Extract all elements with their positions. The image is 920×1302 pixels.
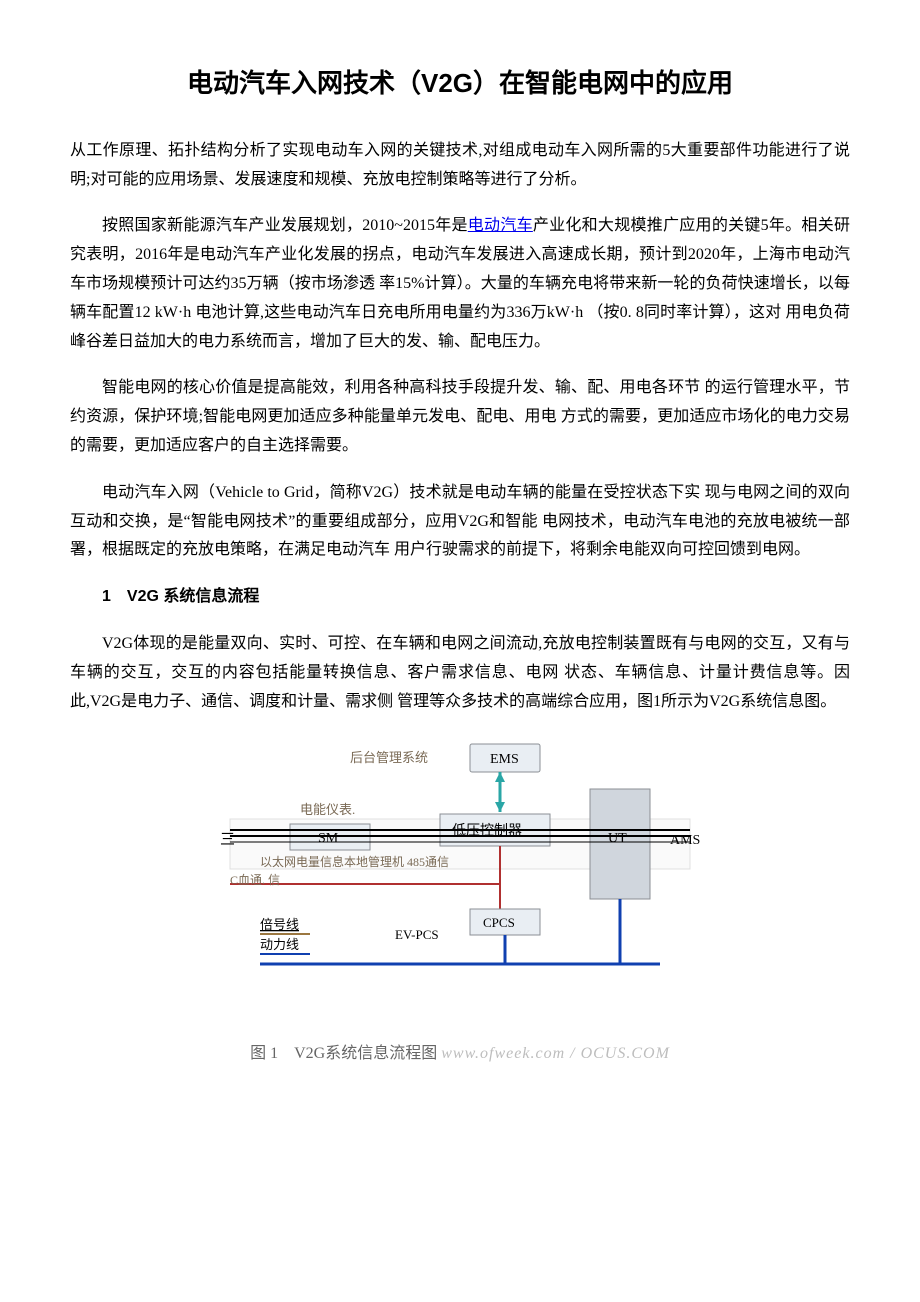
paragraph-2: 智能电网的核心价值是提高能效，利用各种高科技手段提升发、输、配、用电各环节 的运… [70, 374, 850, 460]
legend-signal: 倍号线 [260, 917, 299, 932]
evpcs-text: EV-PCS [395, 927, 439, 942]
arrow-down-icon [495, 802, 505, 812]
legend-power: 动力线 [260, 937, 299, 952]
para1-b: 产业化和大规模推广应用的关键5年。相关研究表明，2016年是电动汽车产业化发展的… [70, 217, 850, 349]
cpcs-text: CPCS [483, 915, 515, 930]
figure-1: 后台管理系统 EMS 电能仪表. 三 SM 低压控制器 UT A [70, 734, 850, 1069]
cbus-label: C血通. 信 [230, 873, 280, 887]
arrow-up-icon [495, 772, 505, 782]
paragraph-4-part-a: V2G体现的是能量双向、实时、可控、在车辆和电网之间流动,充放电控制装置既有与电… [70, 630, 850, 716]
ems-text: EMS [490, 752, 519, 767]
para1-a: 按照国家新能源汽车产业发展规划，2010~2015年是 [102, 217, 468, 234]
figure-caption: 图 1 V2G系统信息流程图 [250, 1045, 437, 1062]
ut-text: UT [608, 831, 627, 846]
figure-caption-row: 图 1 V2G系统信息流程图 www.ofweek.com / OCUS.COM [200, 1040, 720, 1069]
backend-label: 后台管理系统 [350, 750, 428, 765]
para4-text: V2G体现的是能量双向、实时、可控、在车辆和电网之间流动,充放电控制装置既有与电… [70, 635, 850, 710]
page-title: 电动汽车入网技术（V2G）在智能电网中的应用 [70, 60, 850, 107]
meter-label: 电能仪表. [300, 802, 355, 817]
ev-link[interactable]: 电动汽车 [468, 217, 533, 234]
three-label: 三 [220, 832, 235, 848]
ethernet-label: 以太网电量信息本地管理机 485通信 [260, 854, 449, 869]
watermark: www.ofweek.com / OCUS.COM [441, 1045, 670, 1062]
section-1-heading: 1 V2G 系统信息流程 [70, 583, 850, 612]
paragraph-3: 电动汽车入网（Vehicle to Grid，简称V2G）技术就是电动车辆的能量… [70, 479, 850, 565]
sm-text: SM [318, 831, 339, 846]
paragraph-1: 按照国家新能源汽车产业发展规划，2010~2015年是电动汽车产业化和大规模推广… [70, 212, 850, 356]
v2g-diagram: 后台管理系统 EMS 电能仪表. 三 SM 低压控制器 UT A [200, 734, 720, 1034]
abstract: 从工作原理、拓扑结构分析了实现电动车入网的关键技术,对组成电动车入网所需的5大重… [70, 137, 850, 195]
